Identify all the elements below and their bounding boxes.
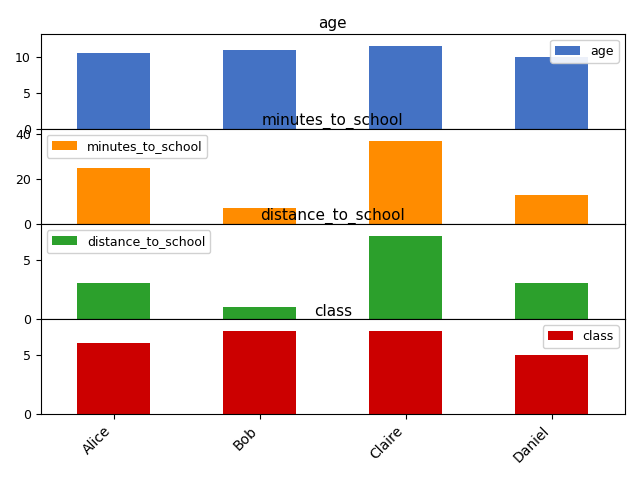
Title: age: age [319,16,347,31]
Bar [515,355,588,414]
Bar [223,307,296,319]
Bar [77,284,150,319]
Bar [77,53,150,129]
Bar [223,49,296,129]
Text: minutes_to_school: minutes_to_school [262,112,404,129]
Bar [515,284,588,319]
Bar [369,46,442,129]
Bar [369,236,442,319]
Bar [369,141,442,224]
Text: class: class [314,304,352,319]
Bar [223,208,296,224]
Bar [515,195,588,224]
Text: distance_to_school: distance_to_school [260,207,405,224]
Legend: minutes_to_school: minutes_to_school [47,135,207,158]
Legend: class: class [543,325,619,348]
Bar [369,331,442,414]
Bar [77,343,150,414]
Bar [515,57,588,129]
Bar [77,168,150,224]
Legend: age: age [550,40,619,63]
Legend: distance_to_school: distance_to_school [47,230,210,253]
Bar [223,331,296,414]
